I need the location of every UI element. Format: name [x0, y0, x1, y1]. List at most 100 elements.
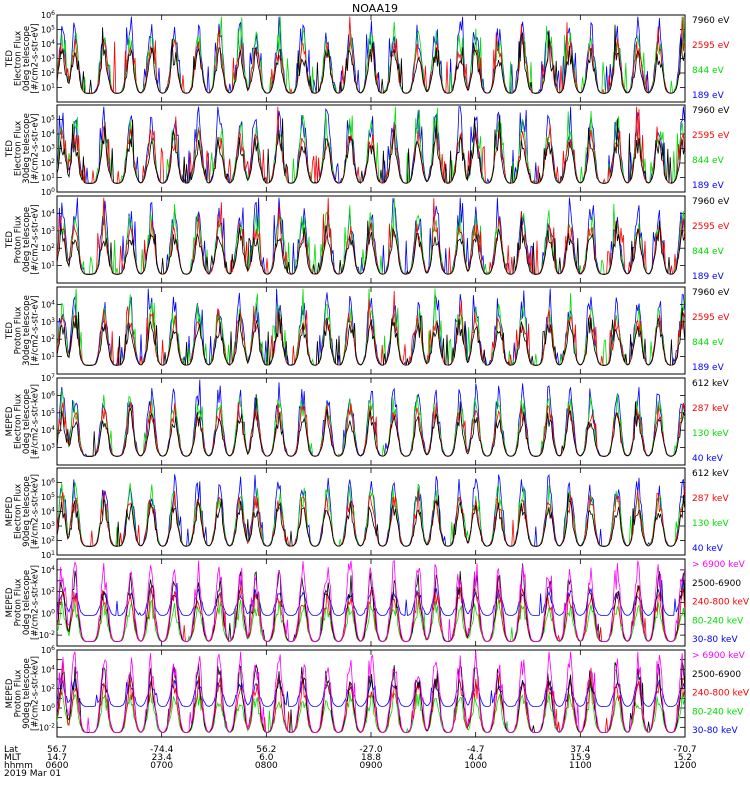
y-tick-label: 105	[41, 115, 55, 125]
series-group	[57, 16, 685, 94]
series-group	[57, 106, 685, 184]
y-tick-label: 100	[41, 703, 55, 713]
y-tick-label: 104	[41, 507, 55, 517]
y-axis-label-line: TED	[5, 49, 15, 68]
legend-entry: 2595 eV	[692, 41, 730, 51]
y-axis-label-line: Electron Flux	[14, 121, 24, 176]
y-tick-label: 100	[41, 187, 55, 197]
y-tick-label: 103	[41, 144, 55, 154]
series-group	[57, 379, 685, 457]
series-trace-1	[57, 651, 685, 734]
y-tick-label: 102	[41, 536, 55, 546]
y-tick-label: 102	[41, 587, 55, 597]
y-tick-label: 102	[41, 243, 55, 253]
x-tick-hhmm: 1000	[464, 761, 487, 771]
x-tick-mlt: 6.0	[259, 753, 274, 763]
y-tick-label: 104	[41, 299, 55, 309]
x-tick-lat: 56.7	[47, 745, 67, 755]
y-axis-label-line: Proton Flux	[14, 579, 24, 627]
x-tick-lat: -74.4	[150, 745, 174, 755]
x-tick-lat: -27.0	[359, 745, 383, 755]
y-tick-label: 102	[41, 684, 55, 694]
y-tick-label: 103	[41, 443, 55, 453]
y-axis-label-line: Proton Flux	[14, 216, 24, 264]
x-tick-hhmm: 1100	[569, 761, 592, 771]
legend-entry: > 6900 keV	[692, 560, 746, 570]
series-group	[57, 288, 685, 367]
y-axis-label-line: [#/cm2-s-str-keV]	[31, 384, 41, 459]
y-tick-label: 106	[41, 478, 55, 488]
x-axis-row-label: MLT	[4, 753, 22, 763]
y-tick-label: 106	[41, 390, 55, 400]
y-axis-label-line: Electron Flux	[14, 394, 24, 449]
y-axis-label-line: TED	[5, 139, 15, 158]
legend-entry: 240-800 keV	[692, 689, 750, 699]
y-tick-label: 104	[41, 565, 55, 575]
y-axis-label-line: 0deg telescope	[22, 207, 32, 272]
legend-entry: 30-80 keV	[692, 726, 738, 736]
legend-entry: 844 eV	[692, 66, 725, 76]
y-tick-label: 104	[41, 664, 55, 674]
x-tick-lat: 37.4	[570, 745, 590, 755]
x-tick-hhmm: 0800	[255, 761, 278, 771]
legend-entry: 30-80 keV	[692, 635, 738, 645]
legend-entry: 2500-6900	[692, 670, 741, 680]
y-axis-label-line: [#/cm2-s-str-keV]	[31, 565, 41, 640]
y-tick-label: 105	[41, 25, 55, 35]
series-trace-1	[57, 559, 685, 643]
y-tick-label: 103	[41, 54, 55, 64]
y-tick-label: 103	[41, 317, 55, 327]
chart-title: NOAA19	[352, 2, 398, 15]
series-trace-4	[57, 596, 685, 643]
y-axis-label-line: 90deg telescope	[22, 476, 32, 547]
y-axis-label-line: MEPED	[5, 496, 15, 526]
legend-entry: 2595 eV	[692, 222, 730, 232]
y-axis-label-line: MEPED	[5, 678, 15, 708]
x-axis-row-label: Lat	[4, 745, 19, 755]
y-tick-label: 104	[41, 129, 55, 139]
series-group	[57, 197, 685, 276]
y-tick-label: 103	[41, 226, 55, 236]
y-axis-label-line: Electron Flux	[14, 484, 24, 539]
x-tick-hhmm: 0600	[46, 761, 69, 771]
y-tick-label: 105	[41, 408, 55, 418]
legend-entry: 7960 eV	[692, 16, 730, 26]
y-axis-label-line: 90deg telescope	[22, 658, 32, 729]
legend-entry: 189 eV	[692, 363, 725, 373]
legend-entry: 80-240 keV	[692, 616, 744, 626]
legend-entry: 844 eV	[692, 338, 725, 348]
y-axis-label-line: TED	[5, 321, 15, 340]
legend-entry: 2500-6900	[692, 579, 741, 589]
legend-entry: 2595 eV	[692, 313, 730, 323]
y-tick-label: 101	[41, 261, 55, 271]
series-trace-1	[57, 492, 685, 547]
legend-entry: 80-240 keV	[692, 707, 744, 717]
legend-entry: > 6900 keV	[692, 651, 746, 661]
x-tick-lat: -4.7	[467, 745, 485, 755]
legend-entry: 189 eV	[692, 91, 725, 101]
y-tick-label: 104	[41, 425, 55, 435]
legend-entry: 130 keV	[692, 519, 729, 529]
y-axis-label-line: 30deg telescope	[22, 113, 32, 184]
legend-entry: 189 eV	[692, 272, 725, 282]
legend-entry: 612 keV	[692, 379, 729, 389]
y-tick-label: 106	[41, 645, 55, 655]
y-tick-label: 102	[41, 68, 55, 78]
x-tick-mlt: 4.4	[469, 753, 484, 763]
y-tick-label: 101	[41, 352, 55, 362]
y-axis-label-line: Proton Flux	[14, 670, 24, 718]
x-tick-mlt: 14.7	[47, 753, 67, 763]
series-trace-1	[57, 24, 685, 94]
series-trace-4	[57, 681, 685, 734]
y-tick-label: 107	[41, 373, 55, 383]
y-axis-label-line: [#/cm2-s-str-eV]	[31, 295, 41, 365]
series-group	[57, 559, 685, 643]
